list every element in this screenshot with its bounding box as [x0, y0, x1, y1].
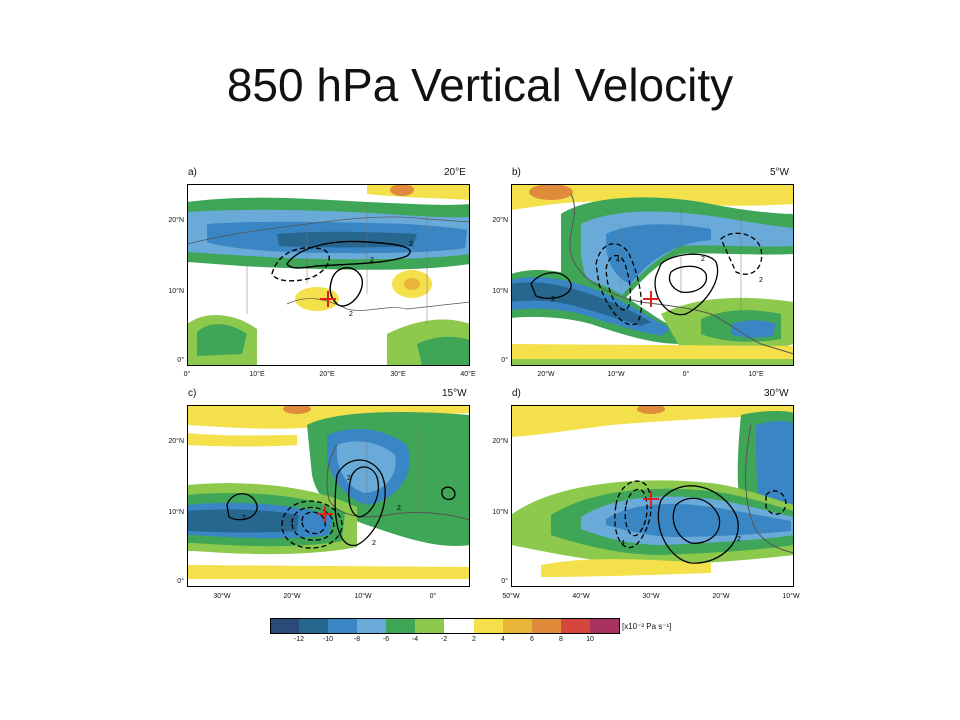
- panel-c-label: c): [188, 388, 197, 399]
- contour-label: 2: [242, 515, 246, 522]
- contour-label: 2: [349, 311, 353, 318]
- colorbar-tick: -6: [382, 636, 390, 643]
- panel-a-xtick: 10°E: [249, 371, 265, 378]
- panel-d-ytick: 10°N: [492, 509, 508, 516]
- panel-b-ytick: 10°N: [492, 288, 508, 295]
- colorbar-tick: 2: [472, 636, 476, 643]
- colorbar: [270, 618, 620, 639]
- map-a-canvas: 2 2 2: [187, 184, 470, 366]
- panel-d-ytick: 20°N: [492, 438, 508, 445]
- colorbar-tick: -12: [293, 636, 305, 643]
- contour-label: 2: [347, 475, 351, 482]
- map-panel-c: 2 2 2 2: [187, 405, 470, 587]
- panel-b-ytick: 0°: [501, 357, 508, 364]
- panel-d-label: d): [512, 388, 521, 399]
- panel-c-ytick: 0°: [177, 578, 184, 585]
- map-panel-d: 4 2: [511, 405, 794, 587]
- panel-d-xtick: 30°W: [642, 593, 660, 600]
- panel-a-ytick: 20°N: [168, 217, 184, 224]
- panel-d-xtick: 10°W: [782, 593, 800, 600]
- panel-b-ytick: 20°N: [492, 217, 508, 224]
- panel-d-xtick: 20°W: [712, 593, 730, 600]
- colorbar-units: [x10⁻² Pa s⁻¹]: [622, 622, 672, 631]
- panel-c-longitude: 15°W: [442, 388, 467, 399]
- map-b-canvas: 2 2 4 2: [511, 184, 794, 366]
- contour-label: 2: [370, 257, 374, 264]
- panel-c-ytick: 10°N: [168, 509, 184, 516]
- panel-a-xtick: 20°E: [319, 371, 335, 378]
- panel-a-label: a): [188, 167, 197, 178]
- map-d-canvas: 4 2: [511, 405, 794, 587]
- contour-label: 2: [701, 256, 705, 263]
- colorbar-tick: 10: [586, 636, 594, 643]
- panel-c-xtick: 10°W: [354, 593, 372, 600]
- panel-a-xtick: 30°E: [390, 371, 406, 378]
- panel-a-xtick: 0°: [183, 371, 191, 378]
- colorbar-tick: -10: [322, 636, 334, 643]
- panel-c-ytick: 20°N: [168, 438, 184, 445]
- panel-c-xtick: 30°W: [213, 593, 231, 600]
- map-panel-a: 2 2 2: [187, 184, 470, 366]
- panel-d-ytick: 0°: [501, 578, 508, 585]
- panel-b-xtick: 10°E: [748, 371, 764, 378]
- panel-b-xtick: 10°W: [607, 371, 625, 378]
- panel-d-longitude: 30°W: [764, 388, 789, 399]
- panel-d-xtick: 50°W: [502, 593, 520, 600]
- reference-point-marker: [320, 291, 336, 307]
- colorbar-tick: -4: [411, 636, 419, 643]
- map-panel-b: 2 2 4 2: [511, 184, 794, 366]
- panel-b-xtick: 0°: [682, 371, 690, 378]
- contour-label: 4: [616, 257, 620, 264]
- contour-label: 2: [397, 505, 401, 512]
- panel-a-ytick: 0°: [177, 357, 184, 364]
- panel-a-xtick: 40°E: [460, 371, 476, 378]
- panel-a-longitude: 20°E: [444, 167, 466, 178]
- colorbar-tick: 6: [530, 636, 534, 643]
- colorbar-tick: 8: [559, 636, 563, 643]
- reference-point-marker: [643, 291, 659, 307]
- panel-c-xtick: 20°W: [283, 593, 301, 600]
- map-c-canvas: 2 2 2 2: [187, 405, 470, 587]
- colorbar-swatches: [270, 618, 620, 634]
- reference-point-marker: [317, 506, 333, 522]
- contour-label: 2: [759, 277, 763, 284]
- colorbar-tick: 4: [501, 636, 505, 643]
- slide-title: 850 hPa Vertical Velocity: [226, 59, 734, 111]
- contour-label: 4: [621, 540, 625, 547]
- reference-point-marker: [643, 491, 659, 507]
- contour-label: 2: [372, 540, 376, 547]
- panel-b-longitude: 5°W: [770, 167, 789, 178]
- contour-label: 2: [737, 536, 741, 543]
- contour-label: 2: [551, 296, 555, 303]
- colorbar-tick: -8: [353, 636, 361, 643]
- colorbar-tick: -2: [440, 636, 448, 643]
- panel-c-xtick: 0°: [429, 593, 437, 600]
- panel-a-ytick: 10°N: [168, 288, 184, 295]
- panel-b-xtick: 20°W: [537, 371, 555, 378]
- panel-d-xtick: 40°W: [572, 593, 590, 600]
- panel-b-label: b): [512, 167, 521, 178]
- contour-label: 2: [409, 241, 413, 248]
